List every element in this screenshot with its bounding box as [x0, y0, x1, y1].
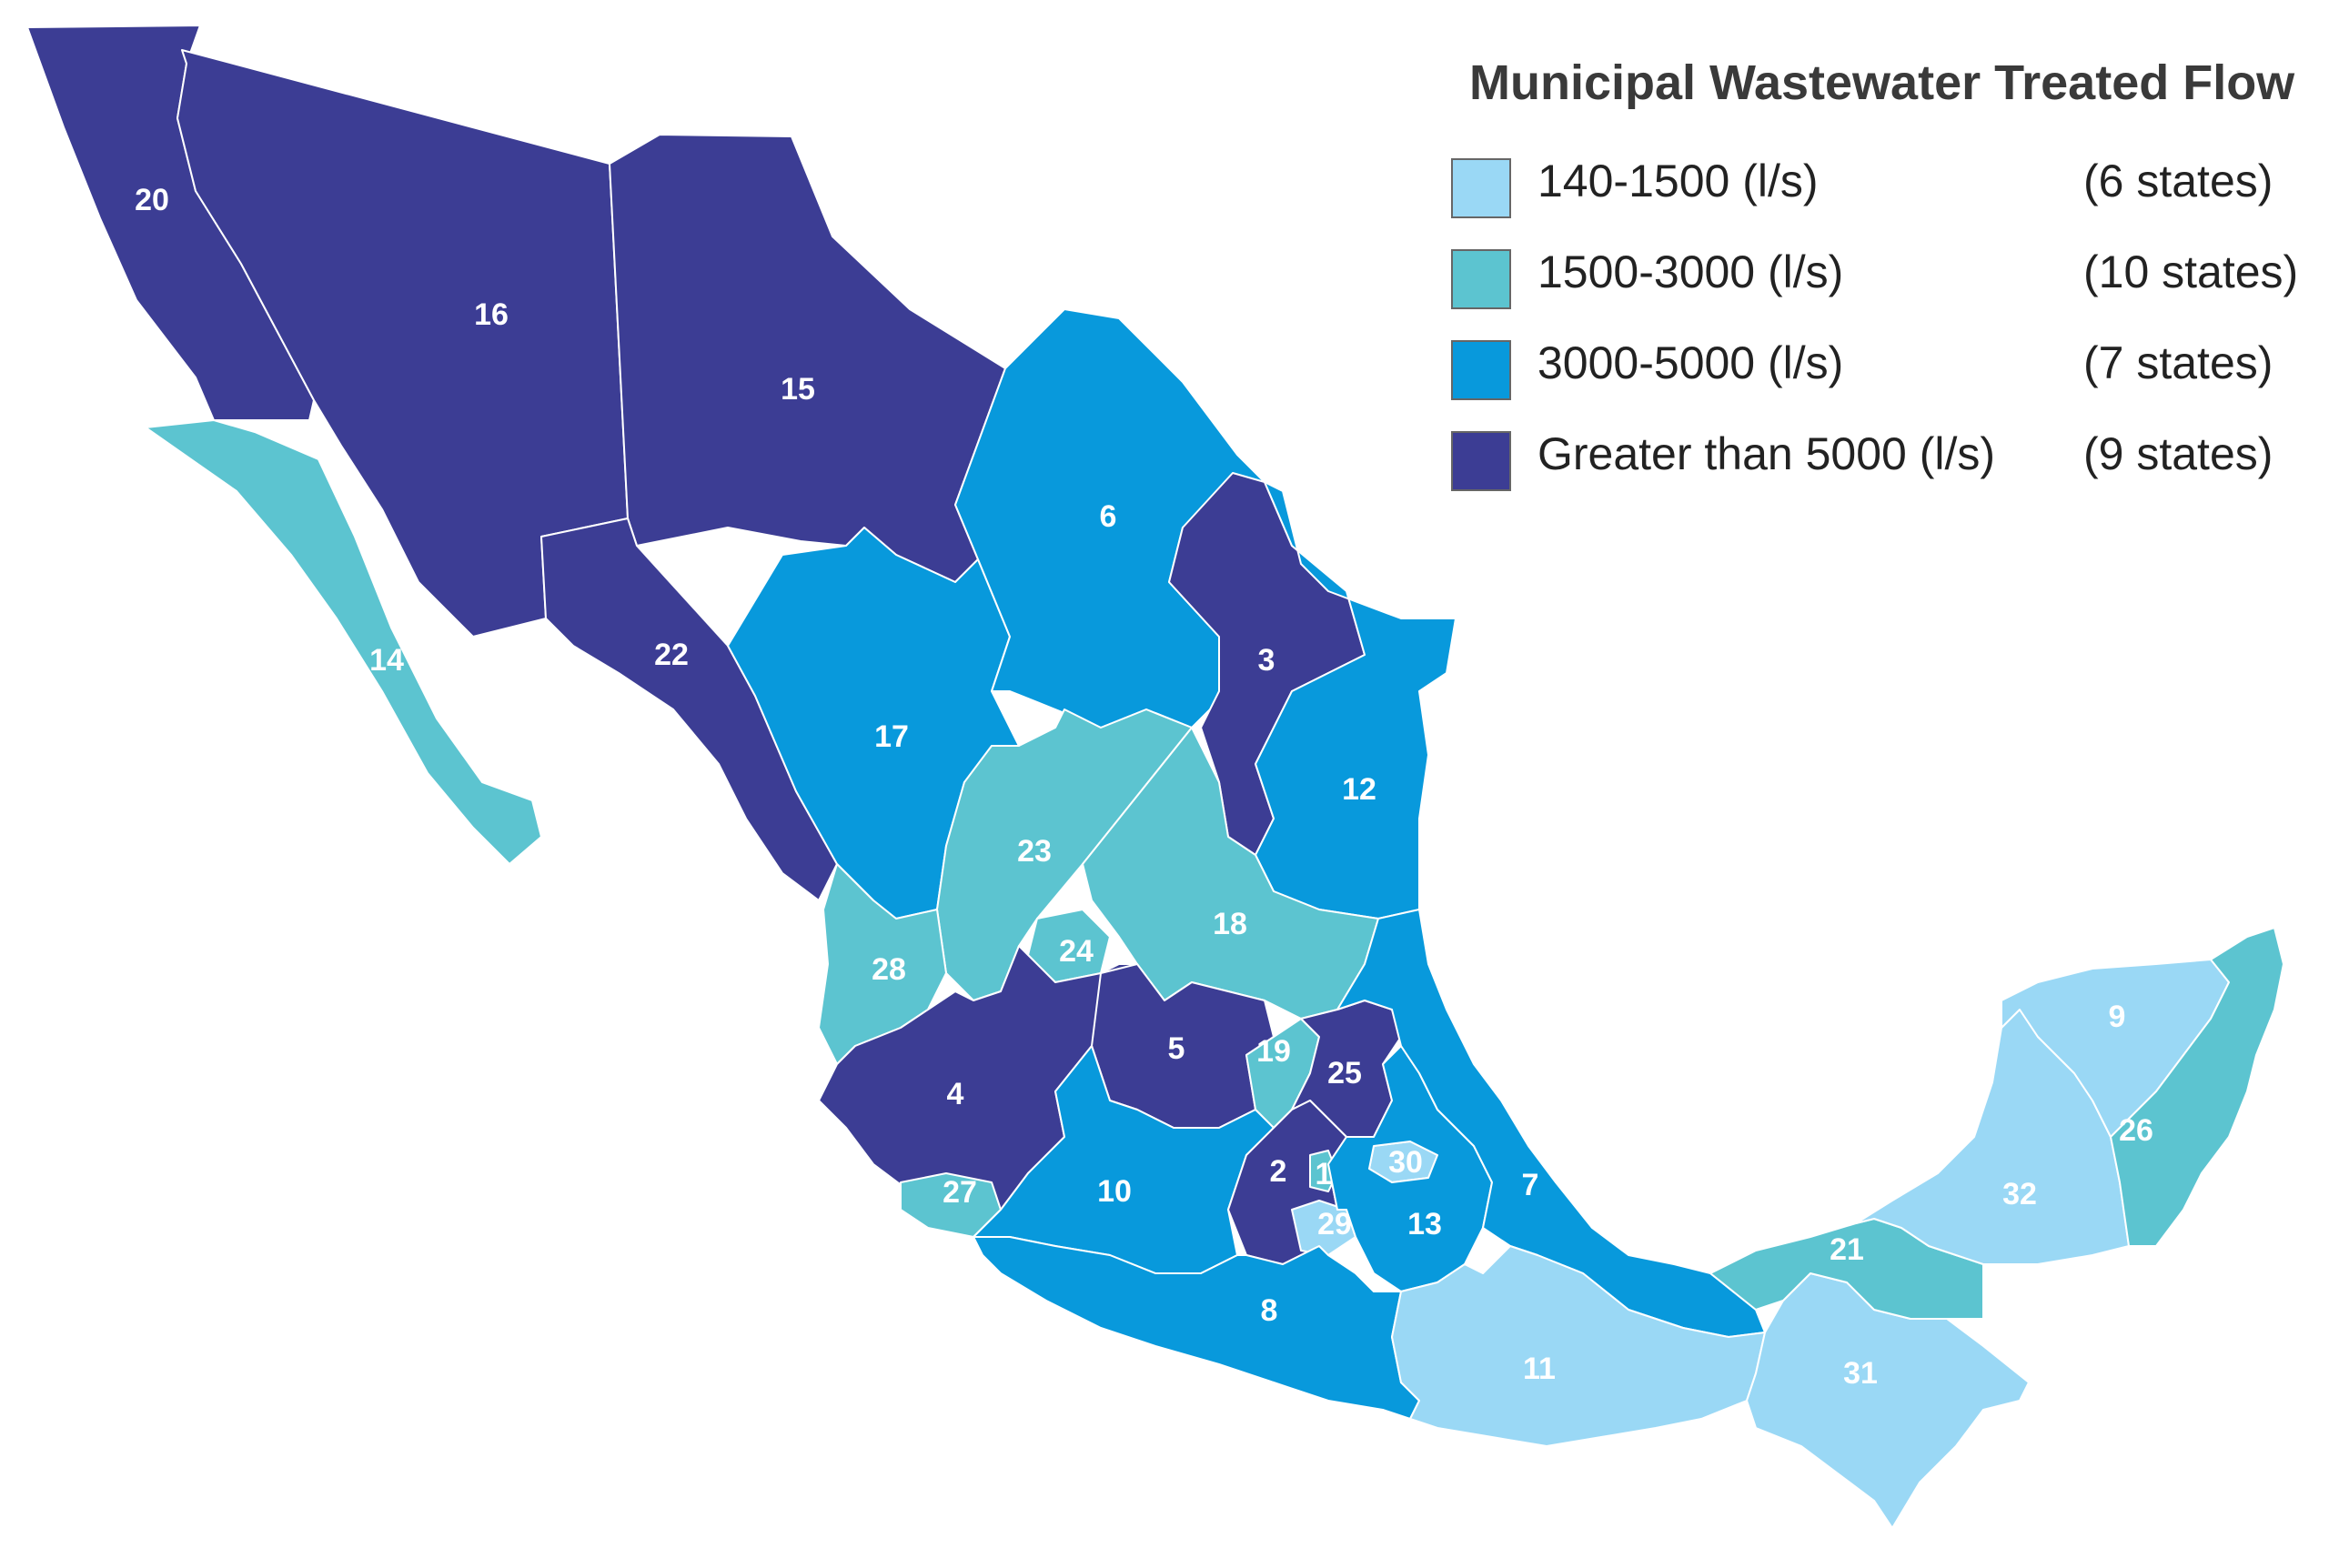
- state-label-10: 10: [1097, 1174, 1132, 1209]
- state-label-11: 11: [1523, 1352, 1556, 1386]
- legend-item: 140-1500 (l/s) (6 states): [1451, 147, 2324, 238]
- state-labels: 1234567891011121314151617181920212223242…: [135, 183, 2153, 1391]
- state-label-18: 18: [1213, 907, 1247, 941]
- state-label-20: 20: [135, 183, 169, 217]
- state-label-7: 7: [1522, 1168, 1539, 1202]
- state-label-1: 1: [1316, 1157, 1333, 1191]
- state-label-5: 5: [1168, 1031, 1185, 1066]
- state-label-28: 28: [872, 952, 906, 987]
- state-label-19: 19: [1256, 1034, 1291, 1069]
- legend-count: (7 states): [2083, 337, 2273, 388]
- state-label-24: 24: [1059, 934, 1094, 969]
- state-label-15: 15: [781, 372, 815, 407]
- state-26[interactable]: [2110, 927, 2284, 1247]
- legend-item: 3000-5000 (l/s) (7 states): [1451, 329, 2324, 420]
- legend-count: (10 states): [2083, 246, 2299, 297]
- legend-swatch: [1451, 340, 1511, 400]
- legend-item: 1500-3000 (l/s) (10 states): [1451, 238, 2324, 329]
- state-21[interactable]: [1709, 1218, 1984, 1320]
- state-label-8: 8: [1261, 1293, 1278, 1328]
- state-label-4: 4: [947, 1077, 964, 1111]
- state-label-30: 30: [1388, 1145, 1423, 1180]
- state-14[interactable]: [145, 419, 542, 865]
- legend-swatch: [1451, 158, 1511, 218]
- legend-swatch: [1451, 431, 1511, 491]
- legend-range: Greater than 5000 (l/s): [1537, 428, 1996, 479]
- state-label-9: 9: [2109, 1000, 2126, 1034]
- state-label-6: 6: [1100, 499, 1117, 534]
- legend-range: 140-1500 (l/s): [1537, 156, 1819, 206]
- legend-swatch: [1451, 249, 1511, 309]
- state-label-22: 22: [654, 638, 689, 672]
- legend-title: Municipal Wastewater Treated Flow: [1469, 55, 2295, 110]
- state-label-25: 25: [1327, 1056, 1362, 1091]
- legend: Municipal Wastewater Treated Flow 140-15…: [1451, 55, 2324, 511]
- state-label-2: 2: [1270, 1154, 1287, 1189]
- state-label-3: 3: [1258, 643, 1275, 678]
- state-label-21: 21: [1830, 1232, 1864, 1267]
- state-label-14: 14: [369, 643, 404, 678]
- state-label-32: 32: [2002, 1177, 2037, 1211]
- state-label-29: 29: [1317, 1207, 1352, 1241]
- state-label-27: 27: [943, 1175, 977, 1210]
- state-18[interactable]: [1082, 727, 1379, 1020]
- state-label-12: 12: [1342, 772, 1376, 807]
- state-22[interactable]: [540, 518, 838, 901]
- legend-item: Greater than 5000 (l/s) (9 states): [1451, 420, 2324, 511]
- state-label-23: 23: [1017, 834, 1052, 869]
- legend-range: 1500-3000 (l/s): [1537, 246, 1844, 297]
- state-label-17: 17: [874, 719, 909, 754]
- state-label-26: 26: [2119, 1113, 2153, 1148]
- legend-range: 3000-5000 (l/s): [1537, 337, 1844, 388]
- state-15[interactable]: [609, 134, 1006, 583]
- legend-count: (6 states): [2083, 156, 2273, 206]
- state-label-16: 16: [474, 297, 509, 332]
- state-label-13: 13: [1407, 1207, 1442, 1241]
- state-label-31: 31: [1843, 1356, 1878, 1391]
- legend-count: (9 states): [2083, 428, 2273, 479]
